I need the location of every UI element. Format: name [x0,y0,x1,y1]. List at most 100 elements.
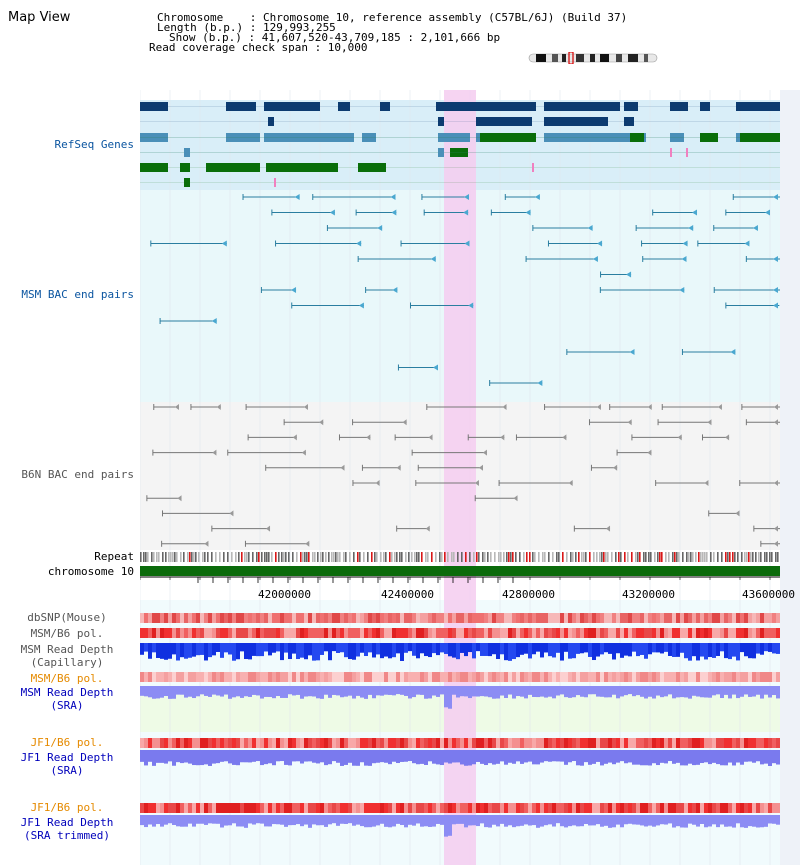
heat-cell [180,672,184,682]
heat-cell [192,628,196,638]
depth-bar [192,750,196,766]
heat-cell [396,803,400,813]
track-label-msm-bac[interactable]: MSM BAC end pairs [21,288,134,301]
repeat-mark [441,552,443,562]
heat-cell [200,672,204,682]
heat-cell [368,613,372,623]
heat-cell [672,613,676,623]
heat-cell [520,613,524,623]
genome-map[interactable] [140,90,780,865]
heat-cell [308,738,312,748]
depth-bar [432,815,436,827]
heat-cell [704,738,708,748]
depth-bar [452,815,456,825]
heat-cell [568,628,572,638]
depth-bar [416,815,420,824]
heat-cell [480,803,484,813]
depth-bar [288,750,292,766]
heat-cell [388,628,392,638]
depth-bar [388,750,392,765]
depth-bar [656,686,660,696]
track-label-msm-b6-pol[interactable]: MSM/B6 pol. [30,627,104,640]
heat-cell [552,803,556,813]
heat-cell [552,672,556,682]
depth-bar [176,686,180,695]
gene-exon [740,133,780,142]
depth-bar [712,643,716,658]
heat-cell [452,738,456,748]
depth-bar [412,686,416,698]
heat-cell [508,738,512,748]
track-label-msm-depth-capillary[interactable]: MSM Read Depth (Capillary) [20,643,114,669]
heat-cell [308,628,312,638]
track-label-msm-b6-pol-sra[interactable]: MSM/B6 pol. [30,672,104,685]
repeat-mark [777,552,779,562]
repeat-mark [396,552,398,562]
heat-cell [752,628,756,638]
repeat-mark [484,552,486,562]
depth-bar [436,815,440,824]
gene-marker [532,163,534,172]
repeat-mark [605,552,607,562]
repeat-mark [325,552,327,562]
depth-bar [412,643,416,656]
heat-cell [372,672,376,682]
depth-bar [344,815,348,824]
depth-bar [696,815,700,827]
heat-cell [516,803,520,813]
repeat-mark [191,552,193,562]
depth-bar [388,643,392,659]
track-label-jf1-b6-pol[interactable]: JF1/B6 pol. [30,736,104,749]
track-label-b6n-bac[interactable]: B6N BAC end pairs [21,468,134,481]
track-label-jf1-depth-trimmed[interactable]: JF1 Read Depth (SRA trimmed) [20,816,114,842]
depth-bar [200,643,204,655]
track-label-msm-depth-sra[interactable]: MSM Read Depth (SRA) [20,686,114,712]
depth-bar [288,686,292,695]
depth-bar [584,815,588,825]
repeat-mark [494,552,496,562]
track-label-dbsnp[interactable]: dbSNP(Mouse) [27,611,107,624]
heat-cell [660,628,664,638]
heat-cell [332,672,336,682]
heat-cell [408,672,412,682]
track-label-chromosome[interactable]: chromosome 10 [47,565,134,578]
heat-cell [336,738,340,748]
heat-cell [632,628,636,638]
heat-cell [532,613,536,623]
depth-bar [312,815,316,825]
track-label-jf1-depth-sra[interactable]: JF1 Read Depth (SRA) [20,751,114,777]
axis-tick-label: 42000000 [258,588,311,601]
heat-cell [764,628,768,638]
depth-bar [552,815,556,827]
heat-cell [600,803,604,813]
heat-cell [204,628,208,638]
bac-pair-arrow [177,495,182,502]
depth-bar [324,686,328,695]
depth-bar [716,750,720,765]
repeat-mark [151,552,153,562]
heat-cell [636,613,640,623]
repeat-mark [478,552,480,562]
heat-cell [272,803,276,813]
depth-bar [496,686,500,699]
depth-bar [404,643,408,653]
depth-bar [220,750,224,762]
track-label-refseq-genes[interactable]: RefSeq Genes [54,138,134,151]
depth-bar [200,815,204,824]
chromosome-ideogram[interactable] [528,52,660,64]
heat-cell [588,738,592,748]
track-label-jf1-b6-pol-trimmed[interactable]: JF1/B6 pol. [30,801,104,814]
heat-cell [600,672,604,682]
depth-bar [376,686,380,696]
gene-exon [264,102,320,111]
vertical-scrollbar[interactable] [780,90,800,865]
depth-bar [576,643,580,654]
depth-bar [468,750,472,766]
track-label-repeat[interactable]: Repeat [94,550,134,563]
heat-cell [472,672,476,682]
repeat-mark [654,552,656,562]
heat-cell [620,672,624,682]
depth-bar [376,815,380,826]
depth-bar [472,643,476,659]
depth-bar [156,643,160,659]
